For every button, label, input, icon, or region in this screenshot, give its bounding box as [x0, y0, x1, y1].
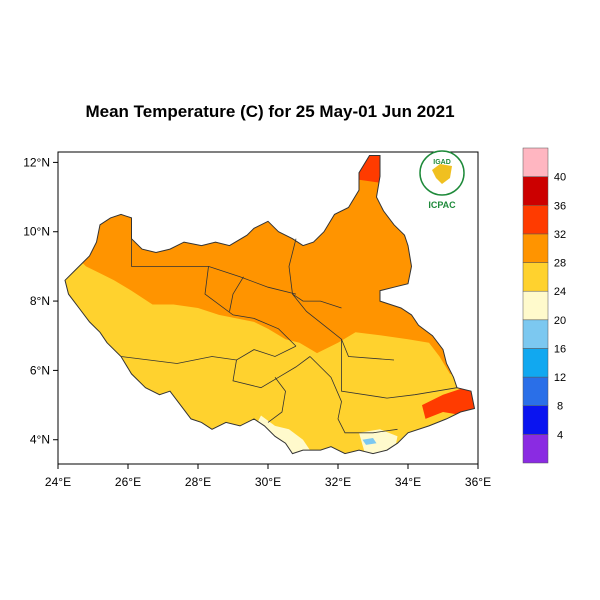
colorbar-label: 16	[554, 343, 566, 355]
logo-bottom-text: ICPAC	[428, 200, 456, 210]
colorbar-bin	[522, 348, 549, 378]
state-boundary-line	[309, 356, 398, 434]
state-boundaries	[120, 238, 458, 434]
state-boundary-line	[204, 266, 297, 347]
colorbar-label: 36	[554, 200, 566, 212]
colorbar-bin	[522, 319, 549, 349]
x-tick-label: 26°E	[115, 475, 141, 489]
x-tick-label: 28°E	[185, 475, 211, 489]
colorbar-bin	[522, 262, 549, 292]
state-boundary-line	[232, 356, 311, 389]
x-tick-label: 36°E	[465, 475, 491, 489]
colorbar-label: 28	[554, 258, 566, 270]
colorbar-bin	[522, 290, 549, 321]
colorbar-label: 4	[557, 429, 563, 441]
x-axis: 24°E 26°E 28°E 30°E 32°E 34°E 36°E	[45, 464, 491, 489]
x-tick-label: 32°E	[325, 475, 351, 489]
colorbar-label: 12	[554, 372, 566, 384]
country-border	[64, 155, 476, 455]
colorbar-bin	[522, 205, 549, 235]
y-tick-label: 12°N	[23, 155, 50, 169]
colorbar-bin	[522, 147, 549, 177]
map-title: Mean Temperature (C) for 25 May-01 Jun 2…	[85, 102, 455, 121]
state-boundary-line	[292, 293, 342, 309]
y-tick-label: 4°N	[30, 433, 50, 447]
state-boundary-line	[229, 276, 244, 312]
y-tick-label: 6°N	[30, 363, 50, 377]
y-tick-label: 10°N	[23, 225, 50, 239]
colorbar-bin	[522, 405, 549, 435]
colorbar-bin	[522, 176, 549, 206]
colorbar: 4 8 12 16 20 24 28 32 36 40	[522, 147, 566, 464]
colorbar-label: 24	[554, 286, 566, 298]
x-tick-label: 24°E	[45, 475, 71, 489]
y-axis: 4°N 6°N 8°N 10°N 12°N	[23, 155, 58, 447]
y-tick-label: 8°N	[30, 294, 50, 308]
colorbar-bin	[522, 233, 549, 263]
colorbar-bin	[522, 376, 549, 406]
state-boundary-line	[341, 339, 458, 399]
colorbar-label: 40	[554, 172, 566, 184]
region-16-20	[362, 438, 377, 445]
icpac-logo: IGAD ICPAC	[419, 150, 465, 210]
state-boundary-line	[267, 377, 286, 423]
colorbar-bin	[522, 434, 549, 464]
colorbar-label: 32	[554, 229, 566, 241]
logo-map-shape	[432, 164, 452, 184]
x-tick-label: 30°E	[255, 475, 281, 489]
colorbar-label: 8	[557, 401, 563, 413]
logo-top-text: IGAD	[433, 159, 451, 166]
state-boundary-line	[288, 238, 395, 361]
x-tick-label: 34°E	[395, 475, 421, 489]
colorbar-label: 20	[554, 315, 566, 327]
region-20-24	[254, 415, 310, 454]
